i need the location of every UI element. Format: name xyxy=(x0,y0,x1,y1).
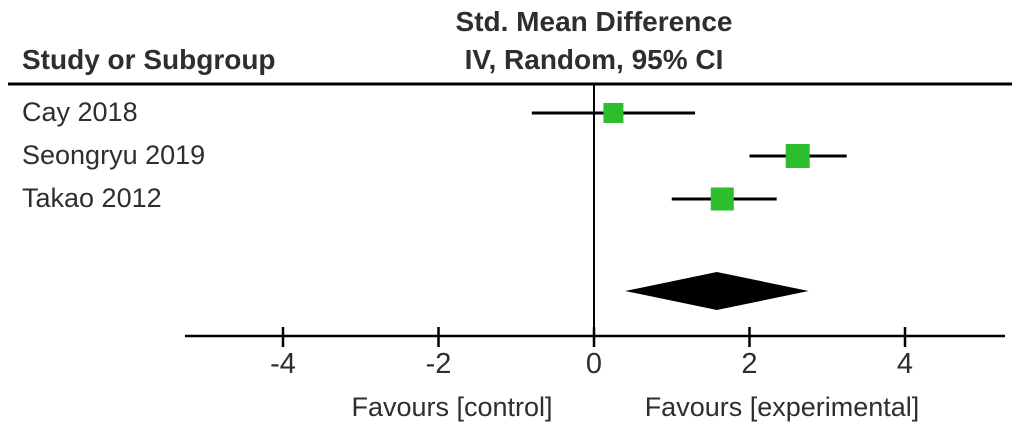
study-label: Seongryu 2019 xyxy=(22,140,206,170)
effect-marker xyxy=(603,103,624,123)
axis-tick-label: 0 xyxy=(585,348,603,380)
axis-label-favours-control: Favours [control] xyxy=(351,392,553,422)
chart-subtitle: IV, Random, 95% CI xyxy=(464,44,724,75)
column-header-study: Study or Subgroup xyxy=(22,44,276,75)
axis-tick-label: 2 xyxy=(741,348,758,380)
axis-tick-label: 4 xyxy=(896,348,914,380)
effect-marker xyxy=(785,144,810,168)
effect-marker xyxy=(710,187,734,211)
study-label: Takao 2012 xyxy=(22,183,162,213)
study-label: Cay 2018 xyxy=(22,97,138,127)
axis-tick-label: -2 xyxy=(425,348,452,380)
axis-label-favours-experimental: Favours [experimental] xyxy=(644,392,920,422)
axis-tick-label: -4 xyxy=(270,348,296,380)
pooled-diamond xyxy=(625,272,809,310)
chart-title: Std. Mean Difference xyxy=(455,6,733,37)
